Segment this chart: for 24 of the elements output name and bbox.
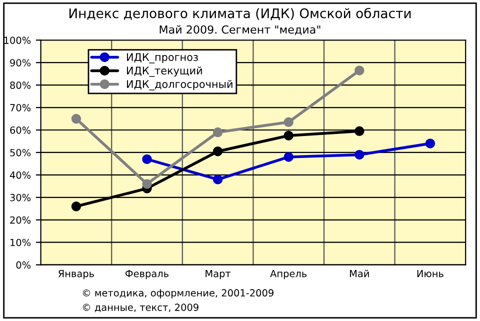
legend-label: ИДК_текущий bbox=[127, 66, 202, 77]
text: © данные, текст, 2009 bbox=[82, 304, 198, 312]
legend-label: ИДК_прогноз bbox=[127, 53, 198, 64]
y-tick-label: 80% bbox=[10, 82, 31, 89]
text: © методика, оформление, 2001-2009 bbox=[82, 289, 274, 298]
chart-title: Индекс делового климата (ИДК) Омской области bbox=[69, 8, 411, 20]
x-tick-label: Апрель bbox=[270, 270, 307, 280]
y-tick-label: 10% bbox=[10, 238, 31, 246]
x-tick-label: Май bbox=[350, 270, 369, 278]
legend-label: ИДК_долгосрочный bbox=[127, 80, 232, 90]
y-tick-label: 40% bbox=[10, 171, 31, 179]
chart-subtitle: Май 2009. Сегмент "медиа" bbox=[160, 25, 320, 36]
y-tick-label: 0% bbox=[16, 261, 31, 269]
x-tick-label: Февраль bbox=[125, 270, 168, 280]
y-tick-label: 20% bbox=[10, 216, 31, 224]
y-tick-label: 60% bbox=[10, 126, 31, 134]
y-tick-label: 100% bbox=[4, 36, 31, 44]
x-tick-label: Июнь bbox=[417, 270, 444, 278]
y-tick-label: 70% bbox=[10, 104, 31, 112]
y-tick-label: 50% bbox=[10, 148, 31, 156]
x-tick-label: Март bbox=[206, 270, 231, 280]
y-tick-label: 30% bbox=[10, 194, 31, 202]
x-tick-label: Январь bbox=[58, 270, 94, 280]
y-tick-label: 90% bbox=[10, 59, 31, 66]
